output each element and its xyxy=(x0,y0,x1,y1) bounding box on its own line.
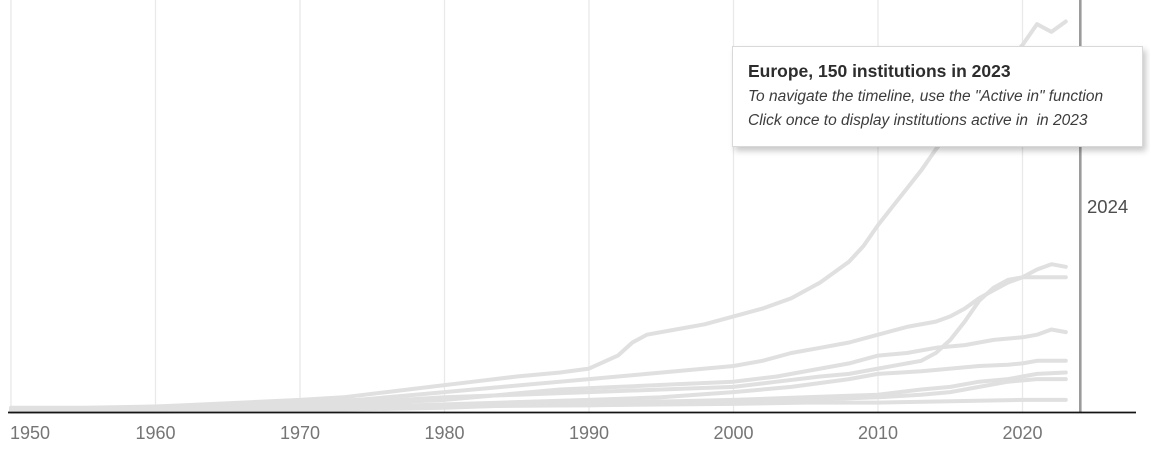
series-line[interactable] xyxy=(9,370,1068,414)
tooltip: Europe, 150 institutions in 2023 To navi… xyxy=(732,46,1143,147)
tooltip-title: Europe, 150 institutions in 2023 xyxy=(748,61,1011,81)
x-axis-tick-label: 1990 xyxy=(568,423,610,443)
series-line[interactable] xyxy=(9,262,1068,410)
series-line[interactable] xyxy=(9,275,1068,413)
tooltip-hint-line-2: Click once to display institutions activ… xyxy=(748,111,1088,129)
series-line[interactable] xyxy=(9,327,1068,413)
x-axis-tick-label: 1970 xyxy=(279,423,321,443)
series-line[interactable] xyxy=(9,358,1068,414)
x-axis-tick-label: 2010 xyxy=(857,423,899,443)
x-axis-tick-label: 2000 xyxy=(713,423,754,443)
x-axis-tick-label: 1960 xyxy=(135,423,176,443)
tooltip-hint-line-1: To navigate the timeline, use the "Activ… xyxy=(748,88,1104,105)
today-year-label: 2024 xyxy=(1087,196,1129,217)
x-axis-tick-label: 1980 xyxy=(424,423,465,443)
x-axis-tick-label: 1950 xyxy=(10,423,51,443)
x-axis-tick-label: 2020 xyxy=(1002,423,1043,443)
